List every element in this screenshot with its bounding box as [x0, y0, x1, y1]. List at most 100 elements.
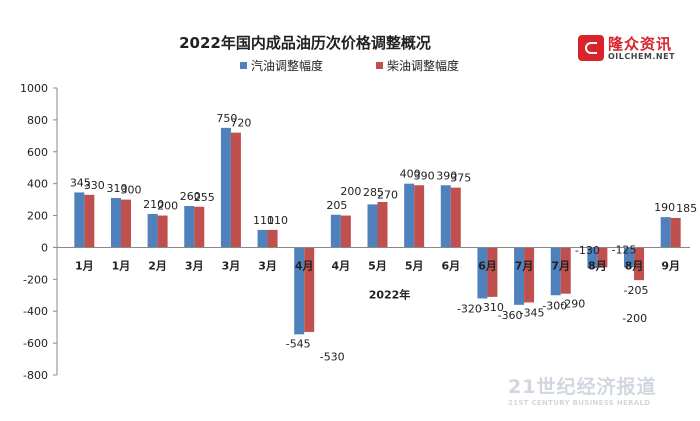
data-label: -125 — [612, 243, 637, 256]
legend-swatch — [240, 62, 247, 69]
y-tick-label: -600 — [23, 337, 48, 350]
legend-swatch — [376, 62, 383, 69]
watermark-cn: 21世纪经济报道 — [508, 376, 657, 398]
gasoline-bar — [624, 247, 635, 268]
gasoline-bar — [514, 247, 525, 305]
data-label: -345 — [520, 306, 545, 319]
data-label: -300 — [542, 299, 567, 312]
diesel-bar — [84, 194, 95, 248]
y-tick-label: 800 — [27, 114, 48, 127]
gasoline-bar — [74, 192, 85, 248]
diesel-bar — [267, 229, 278, 248]
diesel-bar — [487, 247, 498, 297]
data-label: -530 — [320, 350, 345, 363]
category-label: 5月 — [368, 259, 387, 272]
data-label: 375 — [450, 172, 471, 185]
y-tick-label: -400 — [23, 305, 48, 318]
data-label: 345 — [70, 176, 91, 189]
category-label: 4月 — [295, 259, 314, 272]
gasoline-bar — [257, 229, 268, 248]
data-label: 260 — [180, 190, 201, 203]
category-label: 7月 — [551, 259, 570, 272]
data-label: -290 — [560, 298, 585, 311]
y-tick-label: 600 — [27, 146, 48, 159]
data-label: -360 — [498, 309, 523, 322]
diesel-bar — [670, 217, 681, 248]
oilchem-logo: 隆众资讯 OILCHEM.NET — [578, 33, 698, 67]
data-label: 390 — [436, 169, 457, 182]
category-label: 5月 — [405, 259, 424, 272]
data-label: 285 — [363, 186, 384, 199]
data-label: 200 — [157, 200, 178, 213]
y-tick-label: 1000 — [20, 82, 48, 95]
legend-label-gasoline: 汽油调整幅度 — [251, 58, 323, 73]
gasoline-bar — [220, 127, 231, 248]
gasoline-bar — [404, 183, 415, 248]
category-label: 4月 — [332, 259, 351, 272]
gasoline-bar — [660, 217, 671, 248]
category-label: 6月 — [478, 259, 497, 272]
data-label: -545 — [286, 338, 311, 351]
diesel-bar — [304, 247, 315, 332]
gasoline-bar — [294, 247, 305, 335]
data-label: 750 — [216, 112, 237, 125]
category-label: 3月 — [258, 259, 277, 272]
data-label: -205 — [624, 284, 649, 297]
logo-text-cn: 隆众资讯 — [608, 35, 673, 53]
data-label: 400 — [400, 168, 421, 181]
gasoline-bar — [147, 213, 158, 248]
gasoline-bar — [330, 214, 341, 248]
category-label: 3月 — [185, 259, 204, 272]
y-tick-label: 400 — [27, 178, 48, 191]
diesel-bar — [340, 215, 351, 248]
diesel-bar — [634, 247, 645, 281]
category-label: 8月 — [625, 259, 644, 272]
gasoline-bar — [477, 247, 488, 299]
diesel-bar — [157, 215, 168, 248]
y-tick-label: 200 — [27, 210, 48, 223]
data-label: -200 — [622, 312, 647, 325]
category-label: 8月 — [588, 259, 607, 272]
data-label: 720 — [230, 117, 251, 130]
diesel-bar — [560, 247, 571, 294]
category-label: 9月 — [661, 259, 680, 272]
data-label: -310 — [479, 301, 504, 314]
category-label: 6月 — [441, 259, 460, 272]
watermark-en: 21ST CENTURY BUSINESS HERALD — [508, 399, 651, 407]
chart-title: 2022年国内成品油历次价格调整概况 — [179, 34, 431, 52]
gasoline-bar — [550, 247, 561, 296]
data-label: -130 — [575, 244, 600, 257]
y-tick-label: -800 — [23, 369, 48, 382]
data-label: 190 — [654, 201, 675, 214]
legend-label-diesel: 柴油调整幅度 — [387, 58, 459, 73]
diesel-bar — [414, 185, 425, 248]
category-label: 1月 — [112, 259, 131, 272]
data-label: 200 — [340, 185, 361, 198]
data-label: 110 — [267, 214, 288, 227]
diesel-bar — [377, 202, 388, 248]
data-label: 310 — [106, 182, 127, 195]
y-tick-label: -200 — [23, 273, 48, 286]
category-label: 7月 — [515, 259, 534, 272]
gasoline-bar — [184, 205, 195, 248]
gasoline-bar — [440, 185, 451, 248]
data-label: 110 — [253, 214, 274, 227]
gasoline-bar — [110, 198, 121, 248]
watermark: 21世纪经济报道 21ST CENTURY BUSINESS HERALD — [508, 372, 698, 407]
data-label: 210 — [143, 198, 164, 211]
diesel-bar — [597, 247, 608, 268]
x-axis-title: 2022年 — [369, 287, 411, 301]
category-label: 3月 — [222, 259, 241, 272]
diesel-bar — [450, 187, 461, 248]
logo-text-en: OILCHEM.NET — [608, 52, 676, 61]
data-label: 205 — [326, 199, 347, 212]
category-label: 1月 — [75, 259, 94, 272]
data-label: 300 — [120, 184, 141, 197]
gasoline-bar — [587, 247, 598, 269]
data-label: -320 — [457, 302, 482, 315]
diesel-bar — [524, 247, 535, 303]
diesel-bar — [230, 132, 241, 248]
data-label: 255 — [194, 191, 215, 204]
data-label: 185 — [676, 202, 697, 215]
